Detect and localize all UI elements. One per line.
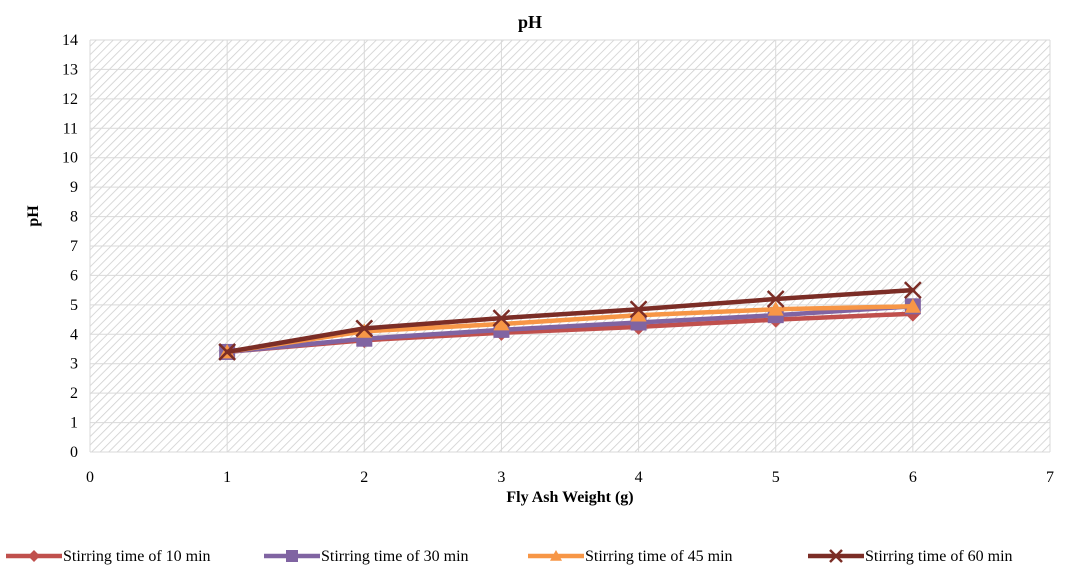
data-point bbox=[903, 281, 922, 300]
series-line bbox=[224, 287, 916, 355]
data-point bbox=[766, 290, 785, 308]
y-tick-label: 6 bbox=[70, 267, 78, 284]
legend-item-2: Stirring time of 30 min bbox=[264, 548, 469, 565]
legend-item-1: Stirring time of 10 min bbox=[6, 548, 211, 565]
y-tick-label: 12 bbox=[62, 91, 78, 108]
x-tick-label: 6 bbox=[909, 469, 917, 486]
x-tick-label: 7 bbox=[1046, 469, 1054, 486]
data-point bbox=[630, 307, 647, 322]
legend-label: Stirring time of 45 min bbox=[585, 548, 733, 565]
x-tick-label: 5 bbox=[772, 469, 780, 486]
series-4 bbox=[218, 281, 922, 361]
x-tick-label: 1 bbox=[223, 469, 231, 486]
data-point bbox=[218, 343, 237, 361]
y-tick-label: 4 bbox=[70, 326, 78, 343]
legend-label: Stirring time of 10 min bbox=[63, 548, 211, 565]
data-point bbox=[493, 315, 510, 331]
y-tick-label: 2 bbox=[70, 385, 78, 402]
y-tick-label: 9 bbox=[70, 179, 78, 196]
data-point bbox=[492, 309, 511, 327]
x-tick-label: 0 bbox=[86, 469, 94, 486]
data-point bbox=[767, 301, 784, 316]
legend-label: Stirring time of 60 min bbox=[865, 548, 1013, 565]
legend-swatch-marker bbox=[829, 549, 843, 563]
y-tick-label: 3 bbox=[70, 356, 78, 373]
legend-swatch-marker bbox=[550, 550, 562, 561]
x-tick-label: 2 bbox=[360, 469, 368, 486]
y-tick-label: 1 bbox=[70, 415, 78, 432]
series-line bbox=[224, 304, 916, 355]
chart-title: pH bbox=[518, 12, 542, 32]
y-tick-label: 8 bbox=[70, 209, 78, 226]
x-tick-label: 3 bbox=[497, 469, 505, 486]
legend-swatch-marker bbox=[28, 550, 40, 562]
series-line bbox=[224, 304, 916, 355]
gridlines bbox=[89, 39, 1051, 453]
y-tick-label: 0 bbox=[70, 444, 78, 461]
legend-item-4: Stirring time of 60 min bbox=[808, 548, 1013, 565]
y-axis-title: pH bbox=[25, 205, 42, 227]
data-point bbox=[355, 319, 374, 338]
x-tick-label: 4 bbox=[635, 469, 643, 486]
y-tick-label: 13 bbox=[62, 61, 78, 78]
y-tick-label: 5 bbox=[70, 297, 78, 314]
y-tick-label: 10 bbox=[62, 150, 78, 167]
legend-item-3: Stirring time of 45 min bbox=[528, 548, 733, 565]
data-point bbox=[904, 298, 921, 313]
series-layer bbox=[218, 281, 922, 361]
y-tick-label: 7 bbox=[70, 238, 78, 255]
data-point bbox=[629, 300, 648, 319]
x-axis-title: Fly Ash Weight (g) bbox=[506, 489, 633, 506]
y-tick-label: 11 bbox=[63, 120, 78, 137]
y-tick-label: 14 bbox=[62, 32, 78, 49]
legend-label: Stirring time of 30 min bbox=[321, 548, 469, 565]
legend-swatch-marker bbox=[286, 550, 298, 562]
legend: Stirring time of 10 min Stirring time of … bbox=[6, 548, 1013, 565]
